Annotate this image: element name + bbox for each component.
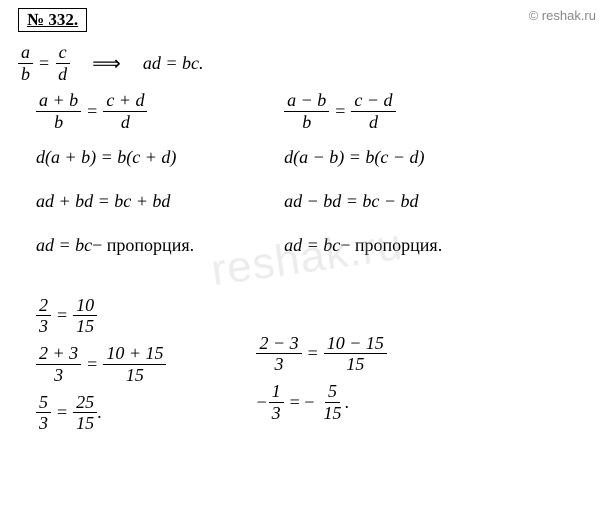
right-column: a − b b = c − d d d(a − b) = b(c − d) ad… [284,90,442,270]
minus-sign: − [256,392,266,413]
right-column: 2 − 3 3 = 10 − 15 15 − 1 3 = − 5 15 . [256,295,386,440]
equals-sign: = [57,402,67,423]
denominator: 15 [73,413,97,434]
example-line: 2 3 = 10 15 [36,295,166,337]
numerator: 2 [36,295,51,317]
proportion-line: a + b b = c + d d [36,90,194,132]
fraction: 2 − 3 3 [256,333,301,375]
numerator: 10 [73,295,97,317]
top-equation: a b = c d ⟹ ad = bc. [18,42,596,84]
equals-sign: = [87,354,97,375]
derivation-columns: a + b b = c + d d d(a + b) = b(c + d) ad… [18,90,596,270]
numerator: 5 [325,381,340,403]
expansion-line: d(a + b) = b(c + d) [36,139,194,177]
example-line: 2 + 3 3 = 10 + 15 15 [36,343,166,385]
equals-sign: = [335,101,345,122]
denominator: 3 [269,403,284,424]
numerator: 10 + 15 [103,343,166,365]
left-column: 2 3 = 10 15 2 + 3 3 = 10 + 15 15 5 3 [36,295,166,440]
period: . [97,402,102,423]
denominator: b [299,112,314,133]
numerator: 10 − 15 [324,333,387,355]
example-columns: 2 3 = 10 15 2 + 3 3 = 10 + 15 15 5 3 [18,295,596,440]
numerator: a [18,42,33,64]
numerator: 2 − 3 [256,333,301,355]
denominator: 3 [36,316,51,337]
fraction: 2 3 [36,295,51,337]
conclusion-line: ad = bc − пропорция. [36,227,194,265]
distribution-line: ad + bd = bc + bd [36,183,194,221]
numerator: a + b [36,90,81,112]
implies-arrow: ⟹ [92,51,121,76]
denominator: 15 [343,354,367,375]
numerator: c [56,42,70,64]
problem-number: № 332. [18,8,87,32]
example-line: 2 − 3 3 = 10 − 15 15 [256,333,386,375]
fraction: a + b b [36,90,81,132]
equals-minus: = − [290,392,315,413]
denominator: 3 [36,413,51,434]
fraction: 2 + 3 3 [36,343,81,385]
fraction: 25 15 [73,392,97,434]
fraction: 5 15 [320,381,344,423]
denominator: 15 [320,403,344,424]
denominator: d [366,112,381,133]
left-column: a + b b = c + d d d(a + b) = b(c + d) ad… [36,90,194,270]
fraction: c − d d [351,90,395,132]
equals-sign: = [87,101,97,122]
equals-sign: = [57,305,67,326]
example-line: 5 3 = 25 15 . [36,392,166,434]
numerator: 25 [73,392,97,414]
fraction: 5 3 [36,392,51,434]
denominator: 15 [123,365,147,386]
numerator: c − d [351,90,395,112]
fraction: 1 3 [269,381,284,423]
fraction-c-over-d: c d [55,42,70,84]
copyright-label: © reshak.ru [529,8,596,23]
equals-sign: = [308,343,318,364]
conclusion-text: − пропорция. [92,235,194,256]
numerator: 2 + 3 [36,343,81,365]
numerator: 5 [36,392,51,414]
example-line: − 1 3 = − 5 15 . [256,381,386,423]
fraction: 10 − 15 15 [324,333,387,375]
denominator: 3 [272,354,287,375]
proportion-line: a − b b = c − d d [284,90,442,132]
fraction: 10 + 15 15 [103,343,166,385]
conclusion-line: ad = bc − пропорция. [284,227,442,265]
period: . [344,392,349,413]
numerator: a − b [284,90,329,112]
fraction: c + d d [103,90,147,132]
result-expr: ad = bc [36,235,92,256]
equals-sign: = [39,53,49,74]
denominator: d [118,112,133,133]
denominator: b [18,64,33,85]
fraction: a − b b [284,90,329,132]
fraction: 10 15 [73,295,97,337]
result-expr: ad = bc. [143,53,204,74]
numerator: 1 [269,381,284,403]
numerator: c + d [103,90,147,112]
denominator: 15 [73,316,97,337]
result-expr: ad = bc [284,235,340,256]
denominator: d [55,64,70,85]
denominator: 3 [51,365,66,386]
distribution-line: ad − bd = bc − bd [284,183,442,221]
denominator: b [51,112,66,133]
expansion-line: d(a − b) = b(c − d) [284,139,442,177]
conclusion-text: − пропорция. [340,235,442,256]
fraction-a-over-b: a b [18,42,33,84]
